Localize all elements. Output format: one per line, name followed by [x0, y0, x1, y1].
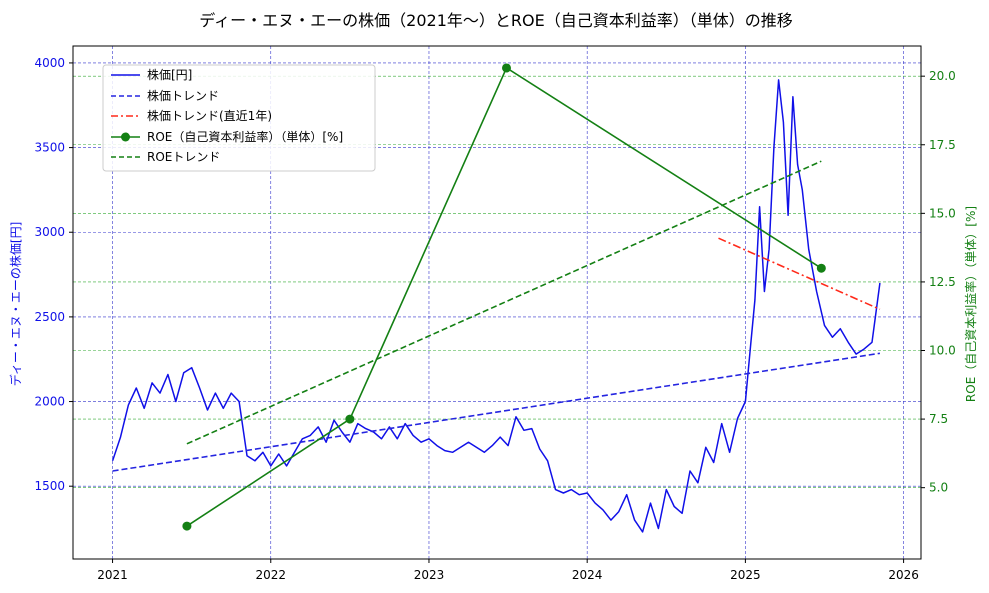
- y-axis-left: 1500 2000 2500 3000 3500 4000: [34, 56, 73, 493]
- series-line-0: [111, 79, 881, 533]
- y-left-tick-label-2000: 2000: [34, 395, 65, 409]
- y-right-tick-label-6: 20.0: [929, 69, 956, 83]
- x-tick-label-2023: 2023: [414, 568, 445, 582]
- roe-point-0: [182, 521, 192, 531]
- y-axis-left-label: ディー・エヌ・エーの株価[円]: [8, 222, 23, 387]
- chart-title: ディー・エヌ・エーの株価（2021年〜）とROE（自己資本利益率）（単体）の推移: [199, 11, 792, 30]
- x-tick-label-2024: 2024: [572, 568, 603, 582]
- legend-label-roe-trend: ROEトレンド: [147, 150, 220, 164]
- legend-label-roe: ROE（自己資本利益率）（単体）[%]: [147, 129, 343, 144]
- plot-frame: [72, 45, 922, 560]
- y-right-tick-label-5: 17.5: [929, 138, 956, 152]
- legend: 株価[円] 株価トレンド 株価トレンド(直近1年) ROE（自己資本利益率）（単…: [102, 64, 376, 172]
- roe-point-2: [501, 63, 511, 73]
- series-line-2: [718, 237, 881, 311]
- roe-point-1: [345, 414, 355, 424]
- legend-label-trend: 株価トレンド: [147, 88, 219, 103]
- y-right-tick-label-3: 12.5: [929, 275, 956, 289]
- legend-label-recent: 株価トレンド(直近1年): [147, 108, 272, 123]
- series-line-3: [186, 67, 822, 527]
- x-tick-label-2026: 2026: [888, 568, 919, 582]
- y-right-tick-label-0: 5.0: [929, 481, 948, 495]
- series-line-4: [186, 160, 822, 445]
- series-line-1: [112, 352, 881, 472]
- y-right-tick-label-1: 7.5: [929, 412, 948, 426]
- legend-label-price: 株価[円]: [147, 67, 192, 82]
- y-axis-right: 5.0 7.5 10.0 12.5 15.0 17.5 20.0: [921, 69, 956, 495]
- y-axis-right-label: ROE（自己資本利益率）（単体）[%]: [963, 206, 978, 402]
- y-left-tick-label-3500: 3500: [34, 141, 65, 155]
- x-tick-label-2025: 2025: [730, 568, 761, 582]
- y-left-tick-label-4000: 4000: [34, 56, 65, 70]
- y-left-tick-label-2500: 2500: [34, 310, 65, 324]
- legend-box: [102, 64, 376, 172]
- series-layer: [111, 63, 881, 533]
- y-right-tick-label-4: 15.0: [929, 206, 956, 220]
- legend-marker-roe: [121, 132, 130, 142]
- y-right-tick-label-2: 10.0: [929, 344, 956, 358]
- y-left-tick-label-1500: 1500: [34, 479, 65, 493]
- y-left-tick-label-3000: 3000: [34, 225, 65, 239]
- roe-point-3: [816, 263, 826, 273]
- x-axis: 2021 2022 2023 2024 2025 2026: [97, 559, 919, 582]
- x-tick-label-2021: 2021: [97, 568, 128, 582]
- x-tick-label-2022: 2022: [255, 568, 286, 582]
